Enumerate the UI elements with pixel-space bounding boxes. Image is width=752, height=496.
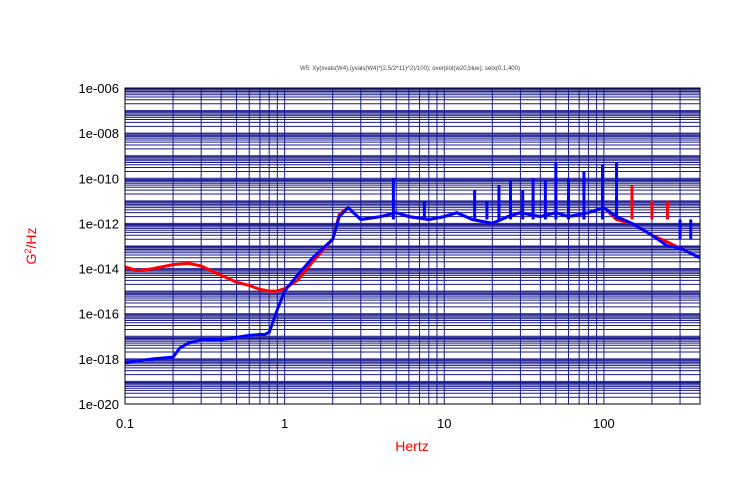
y-tick-label: 1e-016	[79, 307, 119, 322]
x-tick-labels: 0.1 1 10 100	[116, 416, 615, 431]
grid	[124, 88, 701, 405]
chart-title: W5: Xy(xvals(W4),(yvals(W4)*(2.5/2^11)^2…	[300, 66, 520, 72]
y-axis-label-sup: 2	[23, 249, 33, 254]
series-layer	[124, 162, 701, 364]
y-tick-labels: 1e-006 1e-008 1e-010 1e-012 1e-014 1e-016 1e-0…	[79, 81, 119, 412]
plot-frame	[124, 87, 701, 405]
x-tick-label: 100	[593, 416, 615, 431]
y-tick-label: 1e-008	[79, 126, 119, 141]
y-tick-label: 1e-014	[79, 262, 119, 277]
series-line-2	[124, 206, 701, 364]
y-axis-label-base: G	[23, 254, 39, 265]
x-axis-label: Hertz	[395, 438, 428, 454]
y-tick-label: 1e-010	[79, 171, 119, 186]
y-tick-label: 1e-006	[79, 81, 119, 96]
y-tick-label: 1e-012	[79, 216, 119, 231]
x-tick-label: 0.1	[116, 416, 134, 431]
x-tick-label: 1	[281, 416, 288, 431]
y-tick-label: 1e-020	[79, 397, 119, 412]
x-tick-label: 10	[437, 416, 451, 431]
y-axis-label-rest: /Hz	[23, 228, 39, 249]
y-axis-label: G2/Hz	[23, 228, 39, 265]
y-tick-label: 1e-018	[79, 352, 119, 367]
